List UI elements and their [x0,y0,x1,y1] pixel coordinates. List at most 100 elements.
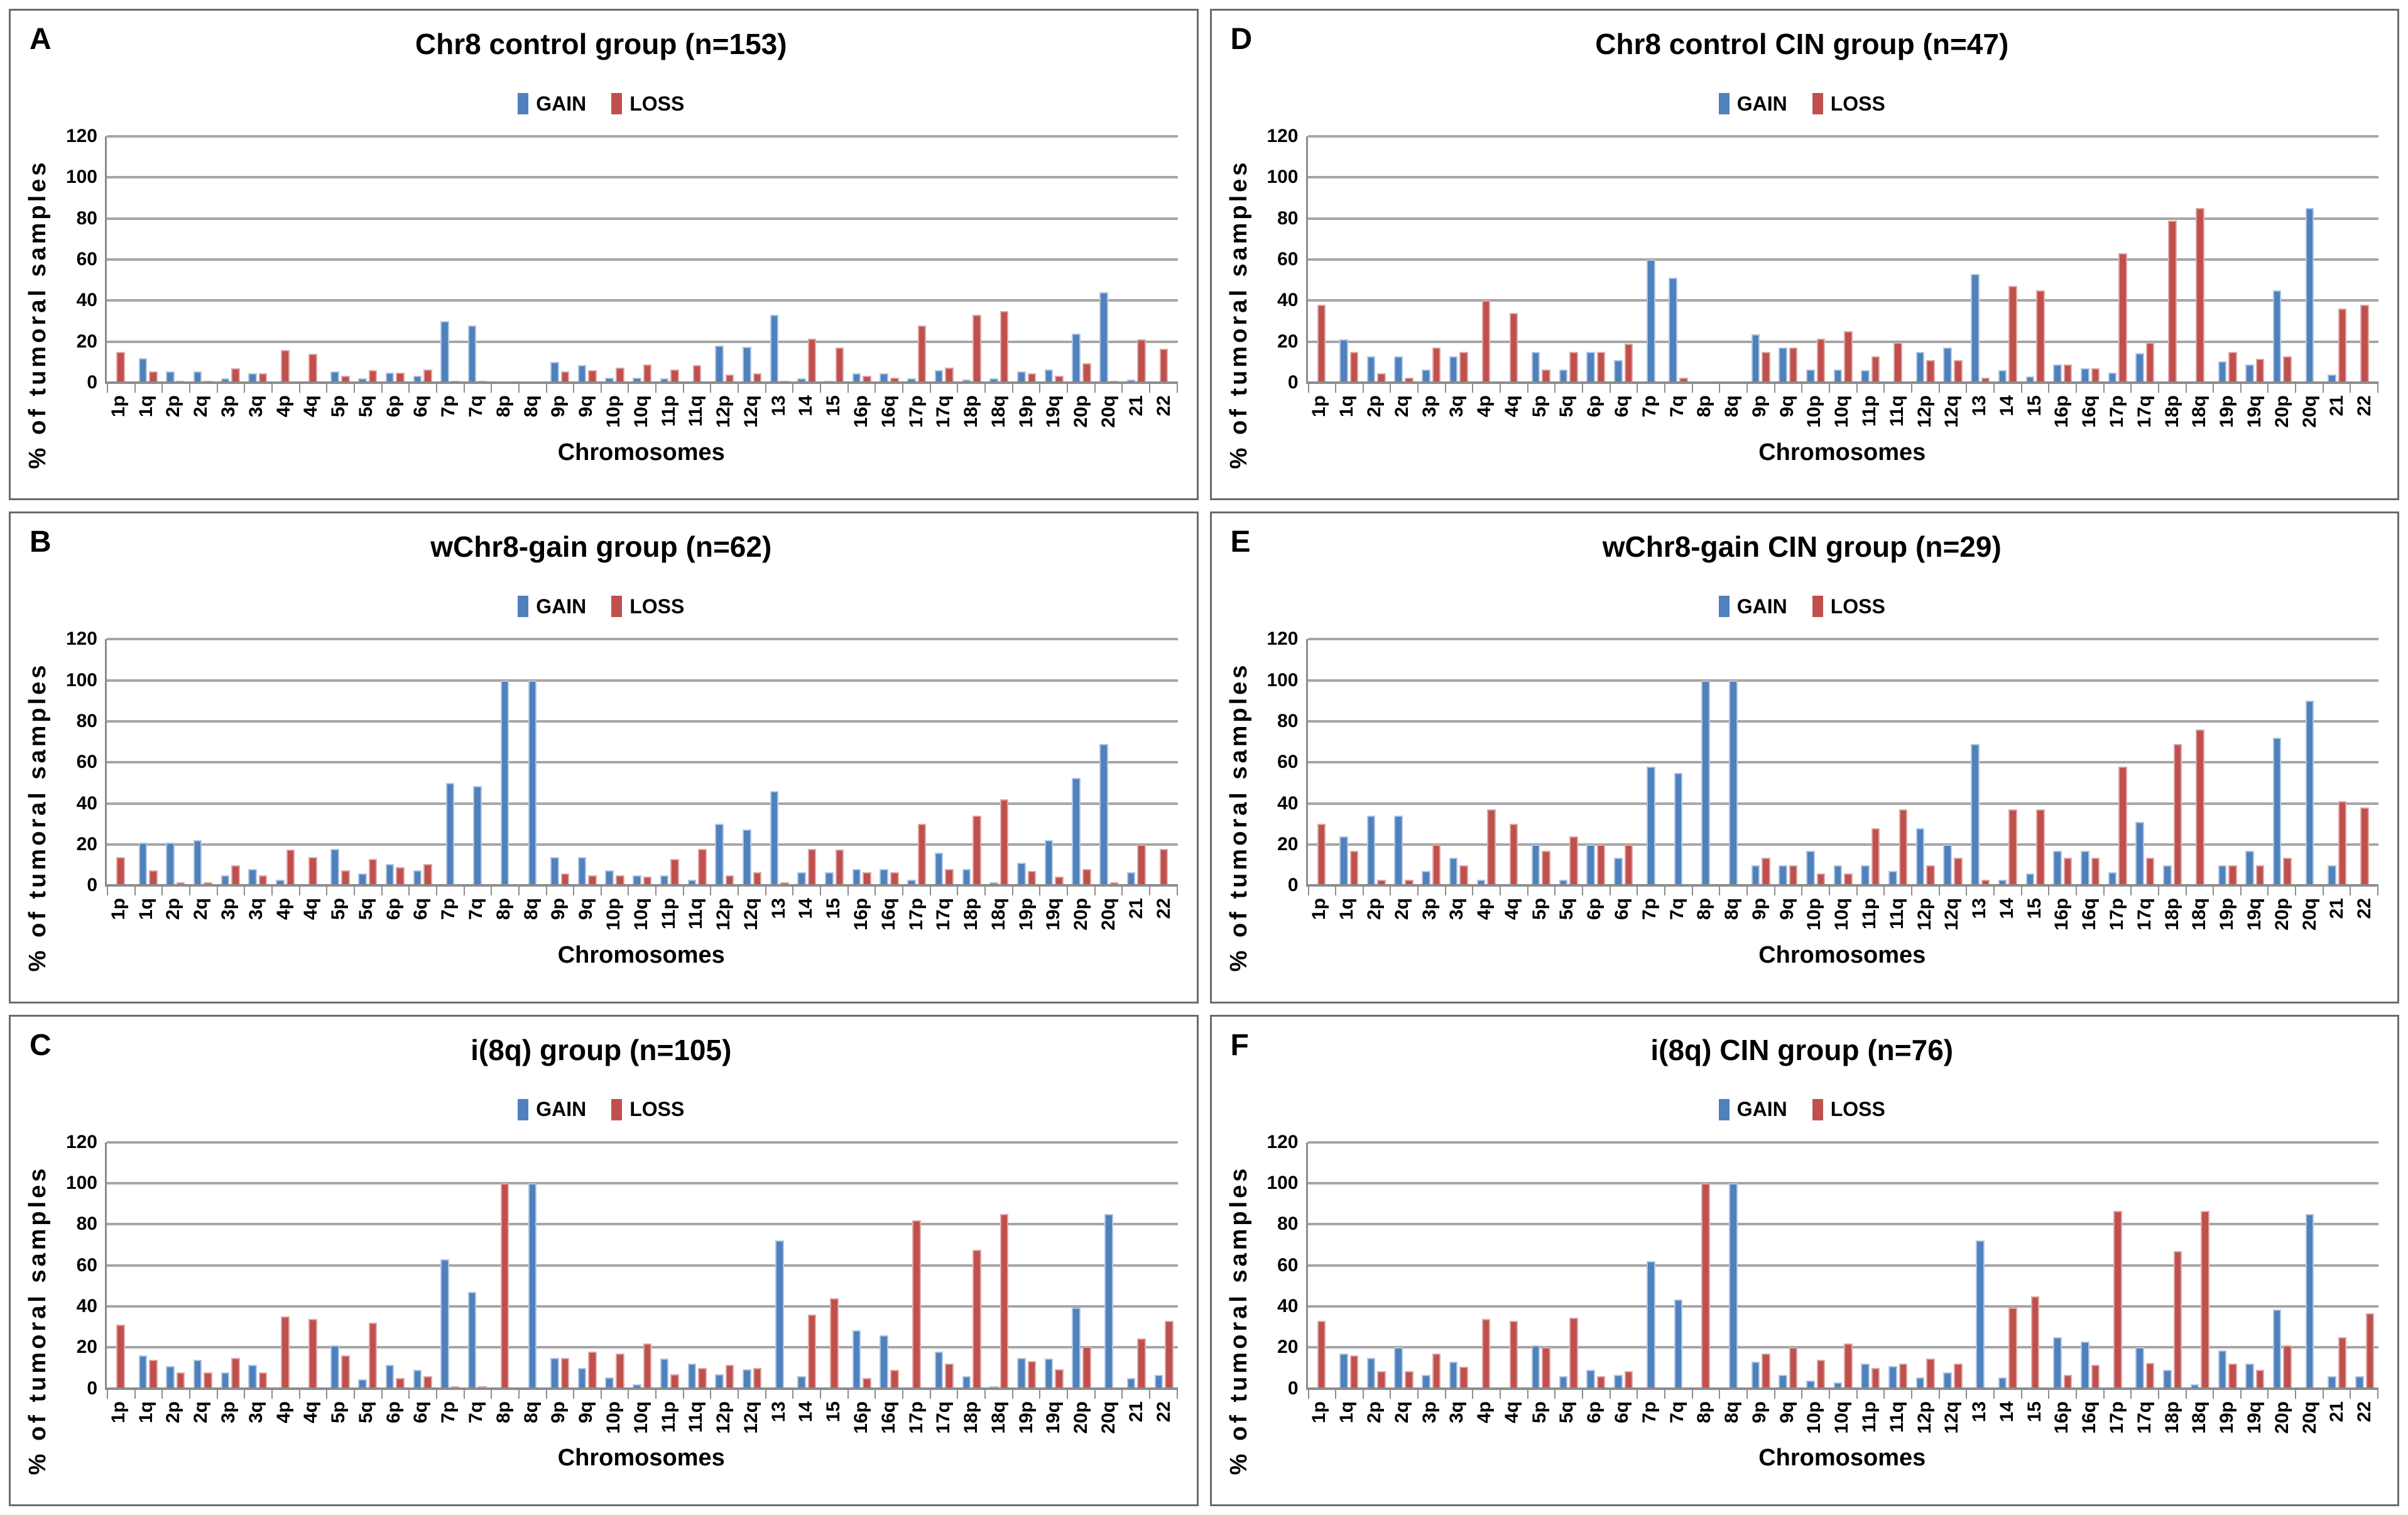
gain-bar-13 [1971,743,1980,886]
bar-group-17q [930,639,958,886]
x-tick-label: 2p [1363,395,1385,418]
x-tick-label-cell: 3q [242,395,270,428]
x-tickmark [383,1389,410,1399]
gain-bar-20p [2272,738,2282,886]
x-tickmark [821,1389,849,1399]
x-tick-label: 15 [2024,898,2045,919]
x-tick-label: 19q [2243,1401,2265,1434]
loss-bar-19p [1027,871,1037,886]
x-tickmark [437,384,465,393]
loss-bar-2q [204,882,212,886]
bar-group-14 [1994,136,2022,383]
x-tickmark [2105,1389,2132,1399]
x-tick-label: 5p [1528,898,1550,921]
x-tick-label: 2q [190,395,212,418]
x-tickmark [1967,887,1995,896]
x-tick-label-cell: 3p [1416,1401,1444,1434]
x-tick-label: 2q [1391,395,1412,418]
gain-bar-2q [193,1359,202,1389]
gain-bar-12q [742,1369,751,1389]
x-tickmark [602,887,629,896]
loss-swatch-icon [1812,1098,1823,1120]
bar-group-6p [1583,639,1610,886]
chart-main: 0 20 40 60 80 100 120 1p 1q 2p 2q 3p 3q 4p 4q 5p 5q 6p 6q… [1261,1132,2379,1498]
bar-group-12q [1939,136,1967,383]
gain-bar-4p [276,879,285,886]
x-tick-label-cell: 5q [1554,1401,1581,1434]
bar-group-5q [354,639,381,886]
gain-legend-label: GAIN [1736,92,1787,115]
gain-bar-10p [605,377,614,383]
y-tick-label: 60 [76,1254,97,1276]
x-tick-label: 3q [1446,395,1468,418]
loss-bar-12q [753,373,762,383]
x-tick-label: 9p [548,1401,569,1423]
bar-group-19p [2214,136,2242,383]
x-tick-label-cell: 10q [1828,1401,1856,1434]
bars-row [107,639,1178,886]
x-tickmark [190,1389,218,1399]
bar-group-12q [1939,1142,1967,1389]
bar-group-11q [684,639,711,886]
x-tick-label-cell: 5q [1554,395,1581,428]
x-tickmark [2132,887,2159,896]
bar-group-19q [2241,136,2269,383]
x-tick-label-cell: 9q [572,395,600,428]
x-tick-label-cell: 22 [1150,395,1178,428]
panel-a: A Chr8 control group (n=153) GAIN LOSS %… [9,9,1199,501]
x-tick-label-cell: 3q [1443,395,1471,428]
x-tick-label-cell: 18q [2186,898,2214,931]
x-tickmark [1885,384,1912,393]
gain-legend-label: GAIN [536,1098,587,1121]
gain-bar-19p [2218,361,2227,383]
x-tickmark [986,384,1013,393]
loss-bar-10p [1816,1359,1826,1389]
bar-group-17q [2132,639,2159,886]
x-tick-label: 1p [1309,898,1330,921]
x-tickmark [1473,384,1501,393]
x-tickmark [1885,887,1912,896]
bar-group-1p [107,136,134,383]
x-tick-label-cell: 2p [160,1401,188,1434]
loss-bar-15 [2036,290,2045,383]
x-tick-label: 19q [2243,395,2265,428]
x-tick-label: 13 [768,395,789,417]
bar-group-16q [2076,639,2104,886]
gain-bar-12q [1943,845,1953,886]
x-tick-label-cell: 3q [1443,1401,1471,1434]
loss-bar-16p [2063,1375,2073,1389]
gain-bar-11p [660,1359,669,1389]
x-tick-label-cell: 1q [1333,1401,1361,1434]
loss-bar-2q [1404,1370,1414,1389]
loss-bar-19q [1055,876,1064,886]
plot-row: 0 20 40 60 80 100 120 [1261,127,2379,393]
x-tick-label: 20p [2271,395,2292,428]
x-tick-label-cell: 4p [270,1401,298,1434]
loss-bar-16p [863,1378,871,1389]
loss-legend-label: LOSS [629,92,685,115]
x-tick-label: 1q [1336,1401,1358,1423]
gain-bar-17q [934,1351,944,1389]
x-tick-label: 6q [410,1401,432,1423]
bars-row [107,1142,1178,1389]
x-tickmark [2159,887,2187,896]
x-tick-label-cell: 9p [1746,898,1773,931]
x-tick-label: 20q [2299,898,2320,931]
gridline-80 [1307,217,2378,220]
bar-group-9q [574,639,601,886]
bar-group-16q [876,639,903,886]
bar-group-16q [876,136,903,383]
x-tick-label-cell: 4q [1498,898,1526,931]
gain-bar-17q [934,853,944,886]
chart-legend: GAIN LOSS [25,593,1178,620]
x-tickmark [1391,384,1419,393]
bar-group-18p [2159,1142,2186,1389]
x-tick-label-cell: 6p [1581,395,1608,428]
x-tickmark [2022,384,2050,393]
y-axis-label: % of tumoral samples [1225,159,1252,469]
gridline-60 [1307,1264,2378,1267]
bar-group-2p [161,639,189,886]
x-tick-label-cell: 19p [1013,898,1040,931]
x-tickmark [190,887,218,896]
gain-bar-10p [605,870,614,886]
